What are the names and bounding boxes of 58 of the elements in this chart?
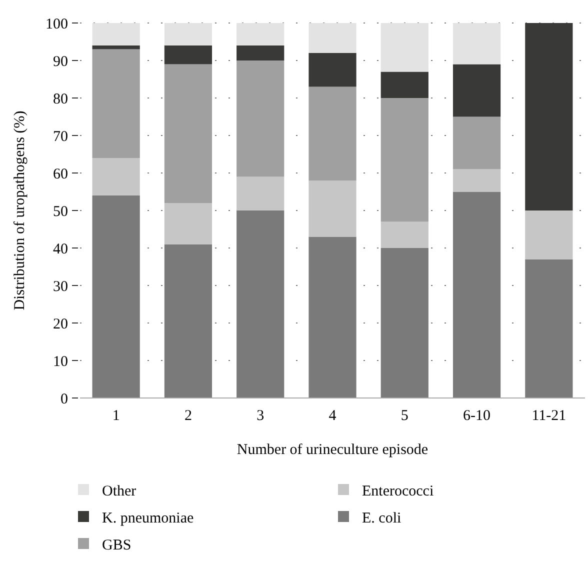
x-tick-label: 4: [328, 408, 337, 424]
legend-label: K. pneumoniae: [102, 510, 194, 526]
bar: [525, 259, 573, 398]
bar: [92, 23, 140, 46]
y-tick-label: 20: [53, 316, 68, 332]
y-tick-label: 90: [53, 54, 68, 70]
x-tick-label: 6-10: [463, 408, 491, 424]
y-tick-label: 80: [53, 91, 68, 108]
y-tick-label: 60: [53, 166, 68, 182]
x-tick-label: 3: [256, 408, 264, 424]
y-tick-label: 70: [53, 128, 68, 145]
bar: [308, 53, 356, 87]
y-tick-label: 0: [60, 391, 68, 408]
y-tick-label: 10: [53, 354, 68, 370]
bar: [380, 23, 428, 72]
bar: [236, 60, 284, 177]
legend-label: Other: [102, 483, 136, 500]
bar: [308, 236, 356, 398]
legend-label: GBS: [102, 537, 132, 554]
bar: [164, 203, 212, 244]
bar: [236, 210, 284, 398]
bar: [525, 210, 573, 260]
bar: [380, 98, 428, 222]
y-axis-title: Distribution of uropathogens (%): [12, 110, 28, 310]
bar: [164, 23, 212, 46]
legend-label: Enterococci: [362, 483, 434, 500]
bar: [452, 116, 501, 170]
y-tick-label: 100: [46, 16, 68, 32]
y-tick-label: 40: [53, 241, 68, 258]
bar: [308, 180, 356, 237]
bar: [452, 192, 501, 398]
bar: [164, 244, 212, 398]
bar: [380, 222, 428, 248]
bar: [164, 64, 212, 203]
bar: [236, 176, 284, 210]
y-tick-label: 50: [53, 204, 68, 220]
bar: [308, 23, 356, 53]
legend-label: E. coli: [362, 510, 402, 526]
bar: [92, 158, 140, 196]
bar: [92, 49, 140, 158]
bar: [164, 46, 212, 64]
bar: [525, 23, 573, 210]
bar: [236, 23, 284, 46]
x-axis-title: Number of urineculture episode: [236, 442, 428, 458]
bar: [452, 23, 501, 64]
bar: [308, 86, 356, 180]
y-tick-label: 30: [53, 278, 68, 295]
bar: [452, 64, 501, 117]
x-tick-label: 11-21: [532, 408, 566, 424]
bar: [92, 46, 140, 50]
bar: [380, 248, 428, 398]
bar: [452, 169, 501, 192]
x-tick-label: 5: [400, 408, 408, 424]
bar: [236, 46, 284, 60]
x-tick-label: 2: [184, 408, 192, 424]
x-tick-label: 1: [112, 408, 120, 424]
bar: [380, 72, 428, 98]
bar: [92, 196, 140, 398]
